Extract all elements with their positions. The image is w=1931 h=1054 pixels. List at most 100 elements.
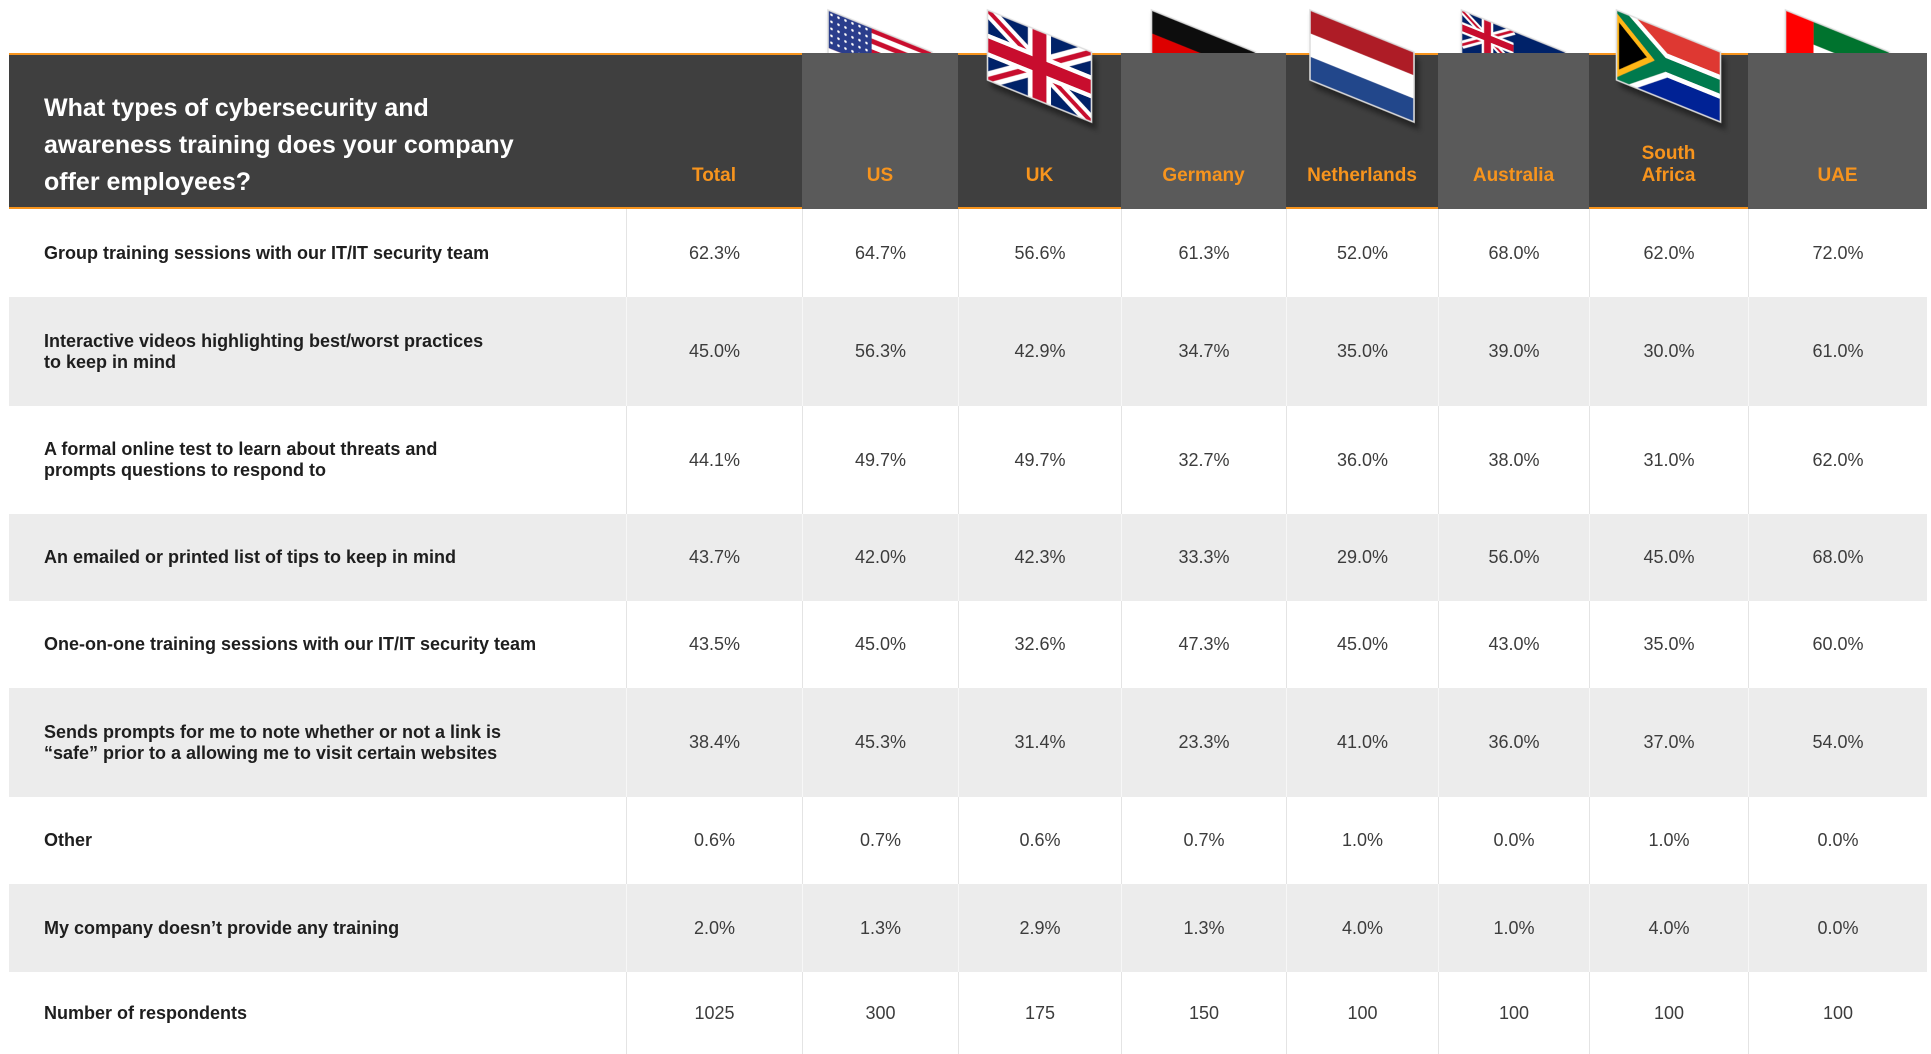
flag-part bbox=[1310, 10, 1414, 76]
flag-part bbox=[830, 27, 833, 31]
value-cell: 49.7% bbox=[802, 406, 958, 514]
value-cell: 68.0% bbox=[1438, 209, 1589, 297]
column-header-line: South bbox=[1641, 143, 1696, 164]
value-cell: 61.3% bbox=[1121, 209, 1286, 297]
value-cell: 32.6% bbox=[958, 601, 1121, 688]
value-cell: 62.0% bbox=[1748, 406, 1927, 514]
value-cell: 49.7% bbox=[958, 406, 1121, 514]
title-line: What types of cybersecurity and bbox=[44, 94, 429, 122]
value-cell: 54.0% bbox=[1748, 688, 1927, 797]
row-label-line: A formal online test to learn about thre… bbox=[44, 439, 438, 459]
column-header-line: Australia bbox=[1472, 165, 1555, 186]
value-cell: 1.3% bbox=[1121, 884, 1286, 972]
value-cell: 61.0% bbox=[1748, 297, 1927, 406]
flag-part bbox=[844, 47, 847, 50]
column-header: US bbox=[802, 53, 958, 209]
flag-part bbox=[1310, 56, 1414, 123]
flag bbox=[1309, 8, 1415, 124]
flag-part bbox=[1310, 10, 1414, 123]
table-row: Number of respondents 1025 300 175 150 100 100… bbox=[9, 972, 1927, 1054]
column-header: UAE bbox=[1748, 53, 1927, 209]
flag-part bbox=[1616, 10, 1721, 123]
value-cell: 300 bbox=[802, 972, 958, 1054]
value-cell: 38.0% bbox=[1438, 406, 1589, 514]
flag-part bbox=[858, 38, 861, 42]
column-header-line: UAE bbox=[1817, 165, 1858, 186]
value-cell: 62.0% bbox=[1589, 209, 1748, 297]
column-header-line: US bbox=[866, 165, 894, 186]
row-label-line: An emailed or printed list of tips to ke… bbox=[44, 547, 457, 567]
flag-part bbox=[851, 50, 854, 53]
table-row: Group training sessions with our IT/IT s… bbox=[9, 209, 1927, 297]
flag-part bbox=[986, 8, 1093, 124]
flag-part bbox=[1616, 10, 1721, 95]
row-label-line: to keep in mind bbox=[44, 351, 177, 372]
row-label: One-on-one training sessions with our IT… bbox=[9, 601, 626, 688]
flag-part bbox=[837, 44, 840, 48]
value-cell: 150 bbox=[1121, 972, 1286, 1054]
flag-part bbox=[851, 29, 854, 32]
flag-part bbox=[851, 36, 854, 39]
value-cell: 47.3% bbox=[1121, 601, 1286, 688]
column-header-line: Africa bbox=[1641, 165, 1696, 186]
value-cell: 64.7% bbox=[802, 209, 958, 297]
value-cell: 2.0% bbox=[626, 884, 802, 972]
value-cell: 43.0% bbox=[1438, 601, 1589, 688]
row-label: Sends prompts for me to note whether or … bbox=[9, 688, 626, 797]
value-cell: 42.0% bbox=[802, 514, 958, 601]
column-header: UK bbox=[958, 53, 1121, 209]
value-cell: 45.0% bbox=[1286, 601, 1438, 688]
value-cell: 30.0% bbox=[1589, 297, 1748, 406]
value-cell: 43.7% bbox=[626, 514, 802, 601]
title-line: offer employees? bbox=[44, 168, 252, 196]
value-cell: 34.7% bbox=[1121, 297, 1286, 406]
column-header: Total bbox=[626, 53, 802, 209]
value-cell: 175 bbox=[958, 972, 1121, 1054]
flag-part bbox=[1615, 8, 1722, 124]
value-cell: 100 bbox=[1589, 972, 1748, 1054]
table-row: One-on-one training sessions with our IT… bbox=[9, 601, 1927, 688]
row-label: An emailed or printed list of tips to ke… bbox=[9, 514, 626, 601]
flag-part bbox=[1616, 10, 1655, 79]
flag-part bbox=[837, 23, 840, 27]
title-line: awareness training does your company bbox=[44, 131, 514, 159]
row-label-line: Number of respondents bbox=[44, 1002, 248, 1023]
value-cell: 60.0% bbox=[1748, 601, 1927, 688]
value-cell: 0.7% bbox=[1121, 797, 1286, 884]
value-cell: 100 bbox=[1286, 972, 1438, 1054]
row-label: Group training sessions with our IT/IT s… bbox=[9, 209, 626, 297]
value-cell: 45.3% bbox=[802, 688, 958, 797]
value-cell: 29.0% bbox=[1286, 514, 1438, 601]
flag-part bbox=[830, 34, 833, 38]
value-cell: 39.0% bbox=[1438, 297, 1589, 406]
value-cell: 1.3% bbox=[802, 884, 958, 972]
flag-part bbox=[851, 22, 854, 25]
row-label: My company doesn’t provide any training bbox=[9, 884, 626, 972]
row-label: Other bbox=[9, 797, 626, 884]
row-label-line: Group training sessions with our IT/IT s… bbox=[44, 242, 490, 263]
flag bbox=[1615, 8, 1722, 124]
value-cell: 0.0% bbox=[1438, 797, 1589, 884]
row-label: Interactive videos highlighting best/wor… bbox=[9, 297, 626, 406]
flag-part bbox=[865, 27, 868, 31]
flag-part bbox=[844, 19, 847, 22]
value-cell: 23.3% bbox=[1121, 688, 1286, 797]
flag-part bbox=[858, 31, 861, 35]
flag-part bbox=[844, 40, 847, 43]
value-cell: 32.7% bbox=[1121, 406, 1286, 514]
value-cell: 45.0% bbox=[1589, 514, 1748, 601]
flag-part bbox=[987, 28, 1092, 104]
value-cell: 1.0% bbox=[1589, 797, 1748, 884]
column-header-line: Total bbox=[692, 165, 736, 186]
value-cell: 56.0% bbox=[1438, 514, 1589, 601]
column-header-line: Germany bbox=[1162, 165, 1245, 186]
column-header-line: Netherlands bbox=[1307, 165, 1417, 186]
flag-part bbox=[858, 45, 861, 49]
flag-part bbox=[987, 10, 1092, 123]
flag-part bbox=[830, 20, 833, 24]
value-cell: 0.6% bbox=[958, 797, 1121, 884]
row-label: A formal online test to learn about thre… bbox=[9, 406, 626, 514]
value-cell: 31.0% bbox=[1589, 406, 1748, 514]
column-header: South Africa bbox=[1589, 53, 1748, 209]
